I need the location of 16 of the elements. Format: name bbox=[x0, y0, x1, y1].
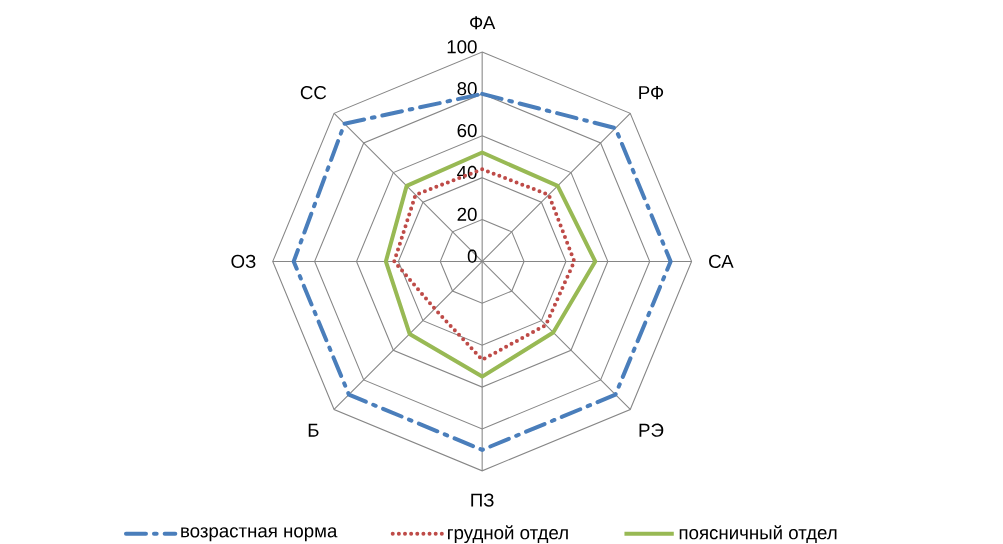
y-tick-label: 0 bbox=[467, 249, 477, 263]
spoke-label: СА bbox=[709, 254, 734, 268]
spoke-label: РФ bbox=[639, 86, 664, 100]
y-tick-label: 60 bbox=[457, 123, 477, 138]
spoke-label: ФА bbox=[470, 16, 496, 30]
legend-label: поясничный отдел bbox=[679, 525, 837, 543]
legend-label: возрастная норма bbox=[181, 527, 338, 542]
y-tick-label: 80 bbox=[457, 81, 477, 96]
y-tick-label: 100 bbox=[447, 40, 477, 54]
spoke-label: Б bbox=[308, 423, 319, 437]
legend-label: грудной отдел bbox=[448, 525, 568, 543]
spoke-label: ПЗ bbox=[471, 493, 494, 507]
spoke-label: РЭ bbox=[639, 423, 664, 437]
y-tick-label: 20 bbox=[457, 207, 477, 221]
spoke-label: СС bbox=[300, 85, 327, 100]
spoke-label: ОЗ bbox=[231, 254, 256, 268]
